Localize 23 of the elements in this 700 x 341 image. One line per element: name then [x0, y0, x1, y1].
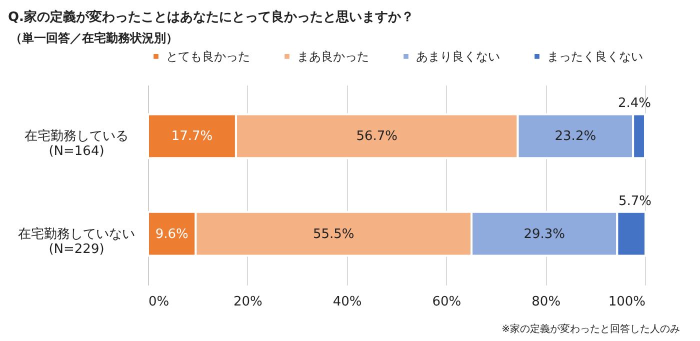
chart-title: Q.家の定義が変わったことはあなたにとって良かったと思いますか？	[8, 8, 414, 26]
data-label: 9.6%	[155, 226, 188, 242]
data-label: 29.3%	[524, 226, 566, 242]
x-tick-label: 20%	[233, 294, 262, 310]
data-label: 23.2%	[554, 129, 596, 144]
data-label: 55.5%	[312, 226, 354, 242]
x-tick-label: 60%	[432, 294, 462, 310]
text: ※家の定義が変わったと回答した人のみ	[502, 322, 680, 336]
legend-label: あまり良くない	[416, 49, 500, 64]
y-tick-label: 在宅勤務している (N=164)	[24, 128, 128, 160]
data-label: 56.7%	[356, 129, 398, 144]
data-label: 17.7%	[171, 129, 213, 144]
x-tick-label: 40%	[332, 294, 362, 310]
x-tick-label: 80%	[532, 294, 561, 310]
x-tick-label: 100%	[608, 294, 646, 310]
legend-label: とても良かった	[166, 49, 250, 64]
legend-label: まあ良かった	[297, 49, 369, 64]
y-tick-label: 在宅勤務していない (N=229)	[18, 226, 135, 257]
legend-label: まったく良くない	[547, 49, 643, 64]
chart-subtitle: （単一回答／在宅勤務状況別）	[10, 30, 178, 47]
data-label: 2.4%	[618, 96, 651, 112]
x-tick-label: 0%	[148, 294, 170, 310]
data-label: 5.7%	[618, 194, 652, 209]
